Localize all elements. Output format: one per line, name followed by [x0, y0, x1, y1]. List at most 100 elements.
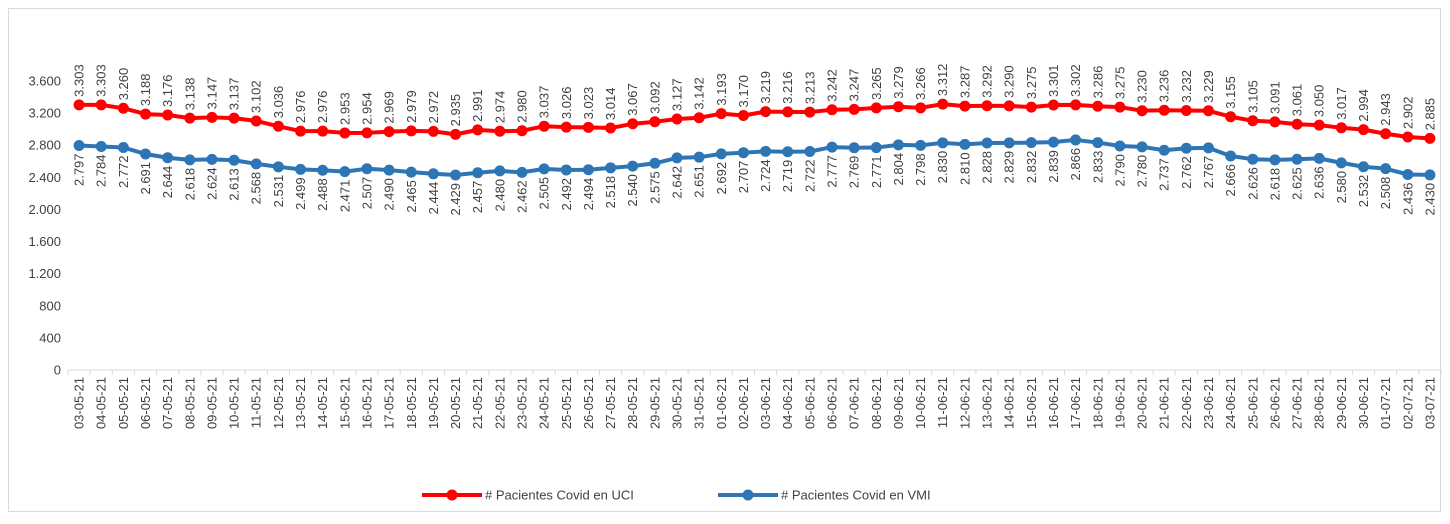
- data-label: 2.626: [1245, 167, 1260, 200]
- y-tick-label: 3.600: [28, 74, 61, 89]
- data-point: [560, 121, 572, 133]
- data-label: 2.954: [359, 92, 374, 125]
- data-point: [671, 113, 683, 125]
- data-point: [538, 163, 550, 175]
- x-tick-label: 14-05-21: [315, 377, 330, 429]
- data-label: 2.644: [160, 166, 175, 199]
- data-point: [981, 100, 993, 112]
- x-tick-label: 18-05-21: [404, 377, 419, 429]
- data-label: 3.155: [1223, 76, 1238, 109]
- data-label: 2.974: [492, 91, 507, 124]
- data-label: 3.242: [825, 69, 840, 102]
- data-label: 2.953: [337, 92, 352, 125]
- x-tick-label: 08-05-21: [182, 377, 197, 429]
- data-point: [1357, 161, 1369, 173]
- x-tick-label: 19-06-21: [1112, 377, 1127, 429]
- x-tick-label: 01-06-21: [714, 377, 729, 429]
- data-point: [450, 169, 462, 181]
- data-point: [782, 106, 794, 118]
- x-tick-label: 07-06-21: [847, 377, 862, 429]
- x-tick-label: 11-05-21: [249, 377, 264, 428]
- data-point: [1225, 150, 1237, 162]
- x-tick-label: 17-05-21: [382, 377, 397, 429]
- data-point: [228, 154, 240, 166]
- legend-label: # Pacientes Covid en UCI: [485, 488, 634, 503]
- data-point: [295, 163, 307, 175]
- data-point: [1025, 101, 1037, 113]
- data-point: [427, 168, 439, 180]
- data-point: [95, 141, 107, 153]
- data-label: 2.580: [1334, 171, 1349, 204]
- x-tick-label: 03-07-21: [1422, 377, 1437, 429]
- data-label: 3.036: [271, 86, 286, 119]
- data-label: 2.769: [847, 156, 862, 189]
- data-point: [1313, 152, 1325, 164]
- data-label: 2.490: [382, 178, 397, 211]
- x-tick-label: 17-06-21: [1068, 377, 1083, 429]
- data-point: [560, 164, 572, 176]
- data-point: [317, 164, 329, 176]
- data-point: [1402, 168, 1414, 180]
- data-point: [693, 112, 705, 124]
- data-label: 3.061: [1290, 84, 1305, 117]
- x-tick-label: 16-05-21: [359, 377, 374, 429]
- data-point: [582, 164, 594, 176]
- data-label: 3.017: [1334, 87, 1349, 120]
- data-point: [1291, 153, 1303, 165]
- y-tick-label: 1.200: [28, 266, 61, 281]
- data-point: [1357, 124, 1369, 136]
- data-label: 2.430: [1422, 183, 1437, 216]
- data-point: [206, 153, 218, 165]
- data-label: 2.969: [382, 91, 397, 124]
- x-tick-label: 06-06-21: [825, 377, 840, 429]
- x-tick-label: 14-06-21: [1002, 377, 1017, 429]
- data-label: 2.666: [1223, 164, 1238, 197]
- data-label: 2.692: [714, 162, 729, 195]
- x-tick-label: 31-05-21: [692, 377, 707, 429]
- x-tick-label: 07-05-21: [160, 377, 175, 429]
- data-point: [870, 142, 882, 154]
- data-label: 2.828: [980, 151, 995, 184]
- x-tick-label: 16-06-21: [1046, 377, 1061, 429]
- data-point: [1158, 144, 1170, 156]
- x-tick-label: 21-06-21: [1157, 377, 1172, 429]
- data-label: 2.737: [1157, 158, 1172, 191]
- data-label: 3.312: [935, 64, 950, 97]
- x-tick-label: 19-05-21: [426, 377, 441, 429]
- data-point: [184, 154, 196, 166]
- data-point: [804, 145, 816, 157]
- x-tick-label: 11-06-21: [935, 377, 950, 428]
- data-point: [1247, 115, 1259, 127]
- data-label: 2.885: [1422, 98, 1437, 131]
- data-point: [649, 157, 661, 169]
- data-label: 3.092: [647, 81, 662, 114]
- data-label: 2.979: [404, 90, 419, 123]
- x-tick-label: 27-05-21: [603, 377, 618, 429]
- data-label: 3.213: [802, 72, 817, 105]
- data-label: 3.067: [625, 83, 640, 116]
- data-label: 2.902: [1400, 96, 1415, 129]
- data-label: 2.568: [249, 172, 264, 205]
- data-point: [1114, 140, 1126, 152]
- data-label: 3.265: [869, 67, 884, 100]
- data-label: 2.436: [1400, 182, 1415, 215]
- data-label: 3.219: [758, 71, 773, 104]
- data-point: [1136, 105, 1148, 117]
- data-point: [782, 146, 794, 158]
- data-label: 2.790: [1112, 154, 1127, 187]
- data-point: [272, 161, 284, 173]
- data-label: 3.303: [72, 64, 87, 97]
- x-tick-label: 18-06-21: [1090, 377, 1105, 429]
- data-point: [516, 125, 528, 137]
- data-point: [1180, 142, 1192, 154]
- data-point: [627, 160, 639, 172]
- data-label: 2.719: [780, 160, 795, 193]
- data-point: [892, 139, 904, 151]
- x-tick-label: 22-05-21: [492, 377, 507, 429]
- data-label: 2.471: [337, 180, 352, 213]
- data-label: 2.444: [426, 182, 441, 215]
- data-label: 2.624: [204, 167, 219, 200]
- data-point: [117, 141, 129, 153]
- data-label: 3.286: [1090, 66, 1105, 99]
- data-point: [206, 111, 218, 123]
